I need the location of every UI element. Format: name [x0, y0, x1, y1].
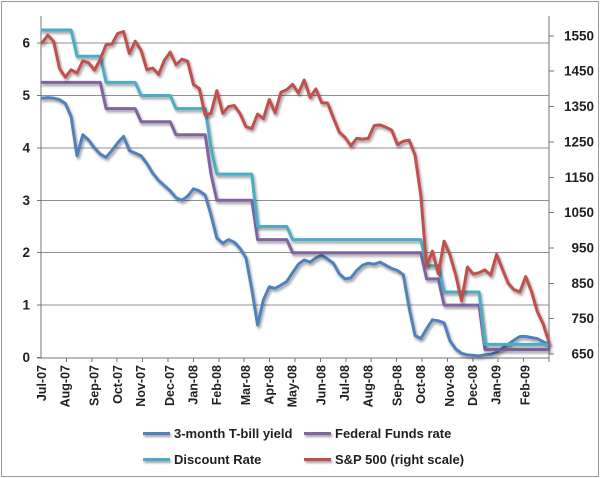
x-axis-label: Apr-08	[262, 365, 276, 405]
y-axis-left-label: 5	[22, 88, 30, 103]
y-axis-right: 650 750 850 950 1050 1150 1250 1350 1450 1550	[549, 28, 594, 362]
y-axis-left-label: 2	[22, 245, 30, 260]
x-axis-label: Dec-08	[466, 365, 480, 406]
x-axis-label: Oct-07	[111, 365, 125, 404]
x-axis-label: Nov-08	[443, 365, 457, 407]
y-axis-right-label: 850	[571, 276, 594, 291]
x-axis-label: Aug-08	[361, 365, 375, 407]
series-line-discount-rate	[40, 28, 551, 346]
x-axis-label: Jul-08	[338, 365, 352, 401]
x-axis-label: Sep-08	[391, 365, 405, 406]
y-axis-right-label: 1450	[564, 64, 594, 79]
x-axis-label: Sep-07	[87, 365, 101, 406]
x-axis-label: Oct-08	[414, 365, 428, 404]
y-axis-right-label: 1350	[564, 99, 594, 114]
x-axis-label: Jul-07	[35, 365, 49, 401]
x-axis-label: Aug-07	[58, 365, 72, 407]
series-line-s-p-500-right-scale	[40, 30, 551, 344]
y-axis-left-label: 4	[22, 140, 30, 155]
x-axis-label: Jan-08	[187, 365, 201, 405]
axes	[37, 16, 550, 359]
x-axis-label: Mar-08	[239, 365, 253, 405]
y-axis-right-label: 750	[571, 311, 594, 326]
x-axis-label: Dec-07	[163, 365, 177, 406]
y-axis-right-label: 1050	[564, 205, 594, 220]
y-axis-right-label: 1150	[565, 170, 594, 185]
x-axis-label: Feb-09	[519, 365, 533, 405]
x-axis-label: Jun-08	[315, 365, 329, 405]
y-axis-left-label: 0	[22, 350, 30, 365]
x-axis-label: Feb-08	[210, 365, 224, 405]
y-axis-left: 0 1 2 3 4 5 6	[22, 36, 41, 365]
x-axis: Jul-07 Aug-07 Sep-07 Oct-07 Nov-07 Dec-07 Jan-…	[35, 358, 550, 407]
x-axis-label: Nov-07	[134, 365, 148, 407]
y-axis-left-label: 6	[22, 36, 30, 51]
x-axis-label: Jan-09	[490, 365, 504, 405]
y-axis-left-label: 1	[22, 298, 30, 313]
y-axis-right-label: 950	[571, 240, 594, 255]
series-line-3-month-t-bill-yield	[40, 96, 551, 358]
y-axis-right-label: 1250	[564, 134, 594, 149]
series-line-federal-funds-rate	[40, 80, 551, 352]
x-axis-label: May-08	[286, 365, 300, 407]
y-axis-right-label: 1550	[564, 28, 594, 43]
y-axis-right-label: 650	[571, 347, 594, 362]
y-axis-left-label: 3	[22, 193, 30, 208]
